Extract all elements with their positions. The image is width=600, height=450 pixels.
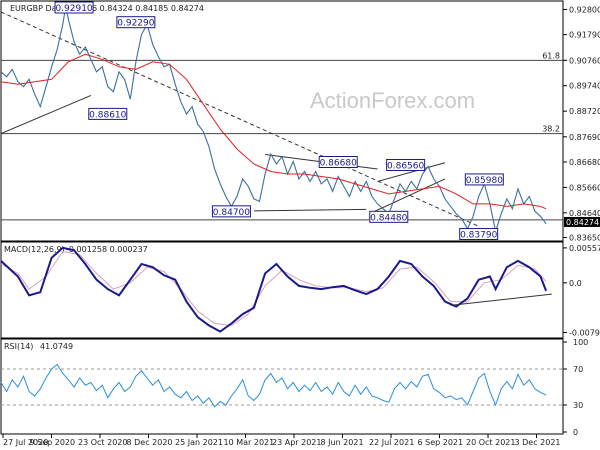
macd-title: MACD(12,26,9) xyxy=(4,245,65,254)
price-annotation-label: 0.83790 xyxy=(460,231,497,241)
rsi-value: 41.0749 xyxy=(40,342,73,351)
fib-level-label: 38.2 xyxy=(542,125,560,134)
rsi-y-tick-label: 0 xyxy=(573,428,578,437)
price-y-tick-label: 0.92800 xyxy=(569,5,600,14)
price-panel: ActionForex.com EURGBP Daily 0.84236 0.8… xyxy=(0,0,600,243)
price-ohlc: 0.84236 0.84324 0.84185 0.84274 xyxy=(64,4,204,13)
rsi-y-tick-label: 30 xyxy=(573,401,583,410)
price-panel-frame xyxy=(0,0,564,242)
price-series-ma xyxy=(0,53,547,210)
price-annotation-box xyxy=(459,228,499,241)
price-annotation-label: 0.85980 xyxy=(466,176,503,186)
price-annotations: 0.92910 0.92290 0.88610 0.84700 0.86680 0.844… xyxy=(54,1,504,241)
x-tick-label: 9 Sep 2020 xyxy=(30,438,76,447)
x-tick-label: 8 Dec 2020 xyxy=(127,438,173,447)
price-series-price xyxy=(0,6,547,234)
price-annotation-label: 0.86680 xyxy=(320,158,357,168)
price-y-tick-label: 0.91790 xyxy=(569,31,600,40)
rsi-y-ticks: 100 70 30 0 xyxy=(1,338,588,437)
macd-y-tick-label: 0.0 xyxy=(569,279,582,288)
trendline xyxy=(253,208,367,212)
x-tick-label: 23 Oct 2020 xyxy=(78,438,127,447)
macd-panel-frame xyxy=(0,241,564,339)
price-annotation-label: 0.88610 xyxy=(89,110,126,120)
price-annotation-box xyxy=(116,16,156,29)
fibonacci-levels: 61.8 38.2 xyxy=(1,51,563,221)
x-tick-label: 6 Sep 2021 xyxy=(418,438,464,447)
x-tick-label: 27 Jul 2020 xyxy=(3,438,48,447)
x-tick-label: 8 Jun 2021 xyxy=(321,438,364,447)
macd-panel: MACD(12,26,9) -0.001258 0.000237 0.00557… xyxy=(0,241,600,339)
price-trendlines xyxy=(0,11,479,227)
fib-level-label: 61.8 xyxy=(542,51,560,60)
macd-series-signal xyxy=(0,250,547,326)
x-tick-label: 20 Oct 2021 xyxy=(466,438,515,447)
macd-y-tick-label: -0.007931 xyxy=(569,328,600,337)
x-tick-label: 25 Jan 2021 xyxy=(175,438,223,447)
watermark: ActionForex.com xyxy=(310,88,475,113)
price-y-tick-label: 0.87690 xyxy=(569,133,600,142)
price-annotation-box xyxy=(369,210,409,223)
price-title: EURGBP Daily xyxy=(10,4,66,13)
price-annotation-box xyxy=(464,173,504,186)
price-annotation-box xyxy=(211,205,251,218)
x-tick-label: 23 Apr 2021 xyxy=(272,438,321,447)
price-annotation-label: 0.84480 xyxy=(370,213,407,223)
price-y-tick-label: 0.89740 xyxy=(569,82,600,91)
macd-series-macd xyxy=(0,246,548,333)
price-annotation-box xyxy=(54,1,94,14)
macd-series-group xyxy=(0,246,552,333)
x-tick-label: 3 Dec 2021 xyxy=(515,438,561,447)
price-annotation-box xyxy=(386,158,426,171)
price-annotation-box xyxy=(88,107,128,120)
trendline xyxy=(377,162,446,182)
price-y-tick-label: 0.84640 xyxy=(569,209,600,218)
price-y-ticks: 0.92800 0.91790 0.90760 0.89740 0.88720 0.876… xyxy=(563,5,600,243)
price-y-tick-label: 0.85660 xyxy=(569,183,600,192)
price-y-tick-label: 0.90760 xyxy=(569,56,600,65)
price-annotation-label: 0.92910 xyxy=(55,4,92,14)
last-price-group: 0.84274 xyxy=(564,216,600,227)
rsi-series-group xyxy=(0,363,547,408)
rsi-y-tick-label: 100 xyxy=(573,338,588,347)
trendline xyxy=(0,11,479,227)
price-y-tick-label: 0.83650 xyxy=(569,234,600,243)
macd-y-ticks: 0.005579 0.0 -0.007931 xyxy=(563,244,600,337)
macd-y-tick-label: 0.005579 xyxy=(569,244,600,253)
trendline xyxy=(371,178,446,214)
rsi-series-line xyxy=(0,363,547,408)
price-annotation-label: 0.84700 xyxy=(213,208,250,218)
price-annotation-label: 0.86560 xyxy=(387,161,424,171)
price-y-tick-label: 0.86680 xyxy=(569,158,600,167)
rsi-panel: RSI(14) 41.0749 100 70 30 0 xyxy=(0,338,588,437)
last-price-box xyxy=(564,216,600,227)
macd-trendline xyxy=(450,293,552,306)
last-price-label: 0.84274 xyxy=(566,218,599,227)
price-y-tick-label: 0.88720 xyxy=(569,107,600,116)
trendline xyxy=(0,94,92,135)
rsi-panel-frame xyxy=(0,338,564,435)
price-series-group xyxy=(0,6,547,234)
rsi-y-tick-label: 70 xyxy=(573,365,583,374)
macd-values: -0.001258 0.000237 xyxy=(66,245,148,254)
price-annotation-box xyxy=(318,155,358,168)
price-annotation-label: 0.92290 xyxy=(117,19,154,29)
rsi-title: RSI(14) xyxy=(4,342,33,351)
x-tick-label: 10 Mar 2021 xyxy=(224,438,275,447)
x-tick-label: 22 Jul 2021 xyxy=(369,438,414,447)
